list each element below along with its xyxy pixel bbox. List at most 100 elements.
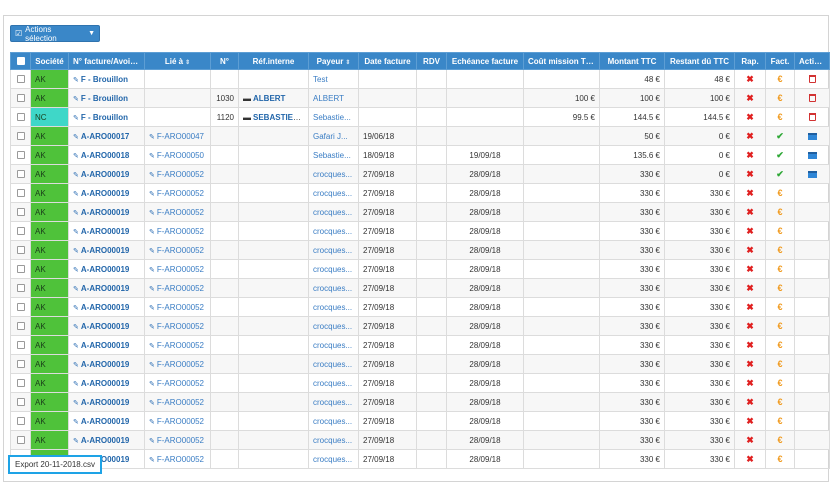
column-header[interactable]: Montant TTC (599, 52, 665, 70)
pencil-icon[interactable]: ✎ (73, 285, 79, 293)
column-header[interactable]: RDV (416, 52, 447, 70)
actions-cell[interactable] (794, 354, 830, 374)
actions-cell[interactable] (794, 183, 830, 203)
column-header[interactable]: Date facture (358, 52, 417, 70)
rapprochement-cell[interactable]: ✖ (734, 411, 766, 431)
ref-interne-cell[interactable] (238, 316, 309, 336)
lie-cell[interactable]: ✎ F-ARO00052 (144, 392, 211, 412)
rapprochement-cell[interactable]: ✖ (734, 164, 766, 184)
rapprochement-cell[interactable]: ✖ (734, 449, 766, 469)
payeur-link[interactable]: Sebastie... (313, 150, 351, 160)
facture-status-cell[interactable]: € (765, 278, 795, 298)
actions-cell[interactable] (794, 259, 830, 279)
facture-link[interactable]: A-ARO00019 (80, 359, 130, 369)
facture-link[interactable]: A-ARO00019 (80, 283, 130, 293)
facture-cell[interactable]: ✎A-ARO00019 (68, 335, 145, 355)
lie-cell[interactable]: ✎ F-ARO00052 (144, 259, 211, 279)
payeur-cell[interactable]: crocques... (308, 449, 359, 469)
actions-selection-button[interactable]: ☑ Actions sélection ▼ (10, 25, 100, 43)
cross-icon[interactable]: ✖ (746, 225, 754, 236)
facture-status-cell[interactable]: ✔ (765, 126, 795, 146)
pencil-icon[interactable]: ✎ (73, 342, 79, 350)
payeur-link[interactable]: crocques... (313, 264, 353, 274)
checkbox[interactable] (16, 189, 25, 198)
row-checkbox[interactable] (10, 392, 31, 412)
actions-cell[interactable] (794, 392, 830, 412)
facture-cell[interactable]: ✎A-ARO00019 (68, 354, 145, 374)
row-checkbox[interactable] (10, 126, 31, 146)
lie-link[interactable]: F-ARO00052 (156, 378, 205, 388)
trash-icon[interactable] (808, 113, 816, 122)
sort-icon[interactable]: ⇕ (185, 59, 191, 66)
payeur-link[interactable]: crocques... (313, 226, 353, 236)
facture-status-cell[interactable]: € (765, 354, 795, 374)
facture-status-cell[interactable]: ✔ (765, 145, 795, 165)
facture-cell[interactable]: ✎A-ARO00019 (68, 278, 145, 298)
checkbox[interactable] (16, 436, 25, 445)
payeur-cell[interactable]: crocques... (308, 221, 359, 241)
euro-icon[interactable]: € (777, 359, 783, 369)
facture-status-cell[interactable]: € (765, 316, 795, 336)
pencil-icon[interactable]: ✎ (73, 399, 79, 407)
euro-icon[interactable]: € (777, 264, 783, 274)
ref-interne-cell[interactable] (238, 449, 309, 469)
pencil-icon[interactable]: ✎ (149, 152, 155, 160)
facture-link[interactable]: A-ARO00019 (80, 340, 130, 350)
pencil-icon[interactable]: ✎ (149, 190, 155, 198)
row-checkbox[interactable] (10, 297, 31, 317)
payeur-cell[interactable]: crocques... (308, 411, 359, 431)
pencil-icon[interactable]: ✎ (149, 418, 155, 426)
ref-interne-cell[interactable] (238, 69, 309, 89)
payeur-cell[interactable]: crocques... (308, 240, 359, 260)
facture-status-cell[interactable]: € (765, 88, 795, 108)
ref-interne-link[interactable]: SEBASTIEN_FA (253, 112, 309, 122)
facture-link[interactable]: A-ARO00019 (80, 169, 130, 179)
sort-icon[interactable]: ⇕ (345, 59, 351, 66)
check-icon[interactable]: ✔ (776, 149, 784, 160)
euro-icon[interactable]: € (777, 207, 783, 217)
cross-icon[interactable]: ✖ (746, 149, 754, 160)
pencil-icon[interactable]: ✎ (73, 114, 79, 122)
column-header[interactable]: Echéance facture (446, 52, 524, 70)
row-checkbox[interactable] (10, 335, 31, 355)
rapprochement-cell[interactable]: ✖ (734, 107, 766, 127)
facture-link[interactable]: A-ARO00019 (80, 188, 130, 198)
pencil-icon[interactable]: ✎ (149, 342, 155, 350)
facture-cell[interactable]: ✎A-ARO00019 (68, 430, 145, 450)
lie-link[interactable]: F-ARO00052 (156, 340, 205, 350)
facture-cell[interactable]: ✎ A-ARO00018 (68, 145, 145, 165)
pencil-icon[interactable]: ✎ (73, 266, 79, 274)
lie-link[interactable]: F-ARO00052 (156, 359, 205, 369)
euro-icon[interactable]: € (777, 378, 783, 388)
actions-cell[interactable] (794, 278, 830, 298)
euro-icon[interactable]: € (777, 454, 783, 464)
lie-link[interactable]: F-ARO00052 (156, 397, 205, 407)
lie-cell[interactable] (144, 88, 211, 108)
cross-icon[interactable]: ✖ (746, 301, 754, 312)
lie-cell[interactable]: ✎ F-ARO00047 (144, 126, 211, 146)
row-checkbox[interactable] (10, 202, 31, 222)
row-checkbox[interactable] (10, 373, 31, 393)
pencil-icon[interactable]: ✎ (73, 228, 79, 236)
column-header[interactable]: Société (30, 52, 69, 70)
row-checkbox[interactable] (10, 354, 31, 374)
lie-cell[interactable] (144, 69, 211, 89)
pencil-icon[interactable]: ✎ (73, 380, 79, 388)
payeur-link[interactable]: crocques... (313, 188, 353, 198)
payeur-cell[interactable]: crocques... (308, 202, 359, 222)
lie-cell[interactable]: ✎ F-ARO00052 (144, 164, 211, 184)
pencil-icon[interactable]: ✎ (73, 323, 79, 331)
row-checkbox[interactable] (10, 88, 31, 108)
facture-status-cell[interactable]: € (765, 240, 795, 260)
ref-interne-cell[interactable] (238, 278, 309, 298)
pencil-icon[interactable]: ✎ (149, 133, 155, 141)
pencil-icon[interactable]: ✎ (149, 323, 155, 331)
row-checkbox[interactable] (10, 221, 31, 241)
payeur-cell[interactable]: ALBERT (308, 88, 359, 108)
cross-icon[interactable]: ✖ (746, 244, 754, 255)
facture-cell[interactable]: ✎A-ARO00019 (68, 297, 145, 317)
cross-icon[interactable]: ✖ (746, 434, 754, 445)
ref-interne-cell[interactable] (238, 354, 309, 374)
pencil-icon[interactable]: ✎ (149, 380, 155, 388)
checkbox[interactable] (16, 208, 25, 217)
